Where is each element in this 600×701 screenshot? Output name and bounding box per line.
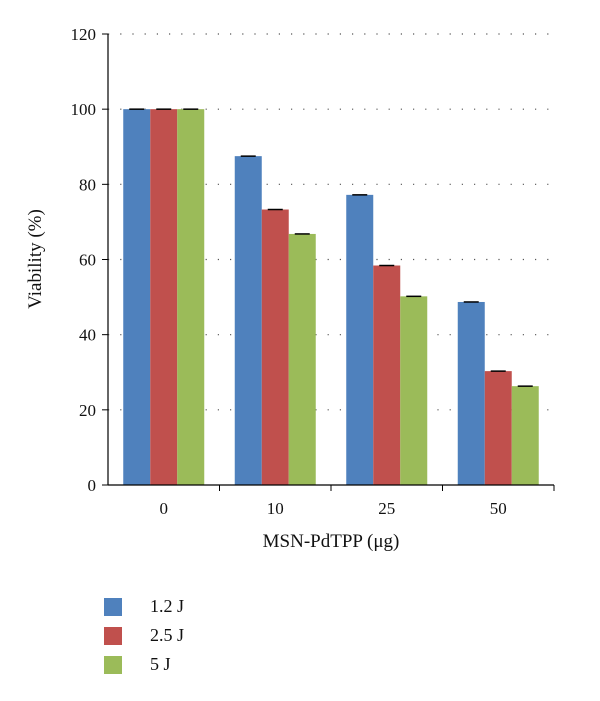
x-tick-labels: 0 10 25 50 [160, 485, 555, 518]
legend-label: 1.2 J [150, 596, 185, 616]
x-tick-label: 0 [160, 499, 169, 518]
bar-chart: 0 20 40 60 80 100 120 0 10 25 50 MSN-PdTPP (μg) V… [25, 25, 555, 552]
y-tick-labels: 0 20 40 60 80 100 120 [71, 25, 108, 495]
x-axis-title: MSN-PdTPP (μg) [263, 531, 400, 552]
y-tick-label: 20 [79, 401, 96, 420]
y-tick-label: 100 [71, 100, 97, 119]
bar [346, 194, 374, 485]
legend: 1.2 J 2.5 J 5 J [104, 592, 184, 679]
bar [400, 296, 428, 485]
legend-label: 2.5 J [150, 625, 185, 645]
bar [261, 209, 289, 485]
legend-item: 2.5 J [104, 621, 184, 650]
x-tick-label: 50 [490, 499, 507, 518]
y-axis-title: Viability (%) [25, 209, 46, 309]
y-tick-label: 0 [88, 476, 97, 495]
y-tick-label: 80 [79, 175, 96, 194]
legend-label: 5 J [150, 654, 171, 674]
y-tick-label: 40 [79, 326, 96, 345]
bar [484, 371, 512, 485]
x-tick-label: 10 [267, 499, 284, 518]
y-tick-label: 60 [79, 251, 96, 270]
bar [123, 109, 151, 486]
x-tick-label: 25 [378, 499, 395, 518]
legend-swatch [104, 655, 122, 674]
legend-swatch [104, 626, 122, 645]
y-tick-label: 120 [71, 25, 97, 44]
bar [150, 109, 178, 486]
legend-item: 1.2 J [104, 592, 184, 621]
bar [511, 386, 539, 485]
bar [373, 265, 401, 485]
bars [123, 108, 539, 486]
bar [457, 301, 485, 485]
legend-swatch [104, 597, 122, 616]
bar [234, 156, 262, 486]
legend-item: 5 J [104, 650, 184, 679]
bar [288, 233, 316, 485]
bar [177, 109, 205, 486]
